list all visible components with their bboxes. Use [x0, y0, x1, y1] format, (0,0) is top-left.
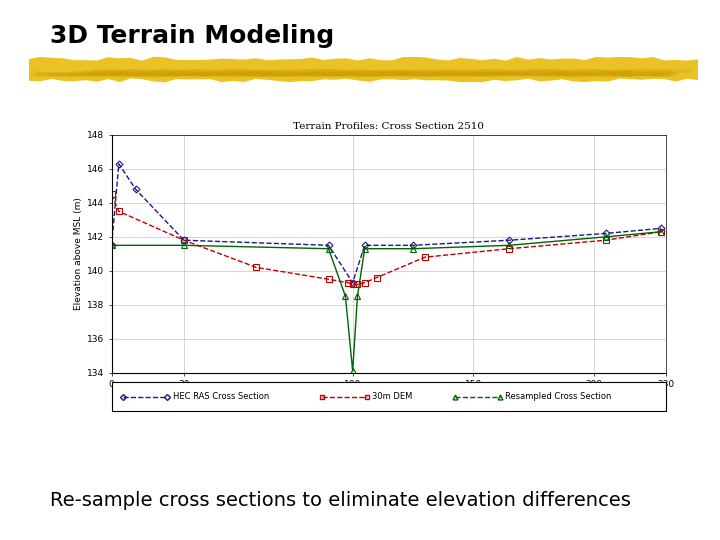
Polygon shape	[35, 71, 678, 77]
Title: Terrain Profiles: Cross Section 2510: Terrain Profiles: Cross Section 2510	[293, 123, 485, 131]
FancyBboxPatch shape	[112, 382, 666, 411]
Text: 30m DEM: 30m DEM	[372, 393, 413, 401]
Text: 3D Terrain Modeling: 3D Terrain Modeling	[50, 24, 335, 48]
Polygon shape	[93, 69, 672, 76]
Text: HEC RAS Cross Section: HEC RAS Cross Section	[173, 393, 269, 401]
Polygon shape	[83, 69, 691, 74]
X-axis label: Distance (m): Distance (m)	[351, 394, 426, 403]
Polygon shape	[29, 57, 698, 82]
Polygon shape	[69, 70, 632, 78]
Polygon shape	[48, 72, 671, 77]
Polygon shape	[30, 72, 663, 77]
Text: Re-sample cross sections to eliminate elevation differences: Re-sample cross sections to eliminate el…	[50, 491, 631, 510]
Y-axis label: Elevation above MSL (m): Elevation above MSL (m)	[73, 197, 83, 310]
Text: Resampled Cross Section: Resampled Cross Section	[505, 393, 611, 401]
